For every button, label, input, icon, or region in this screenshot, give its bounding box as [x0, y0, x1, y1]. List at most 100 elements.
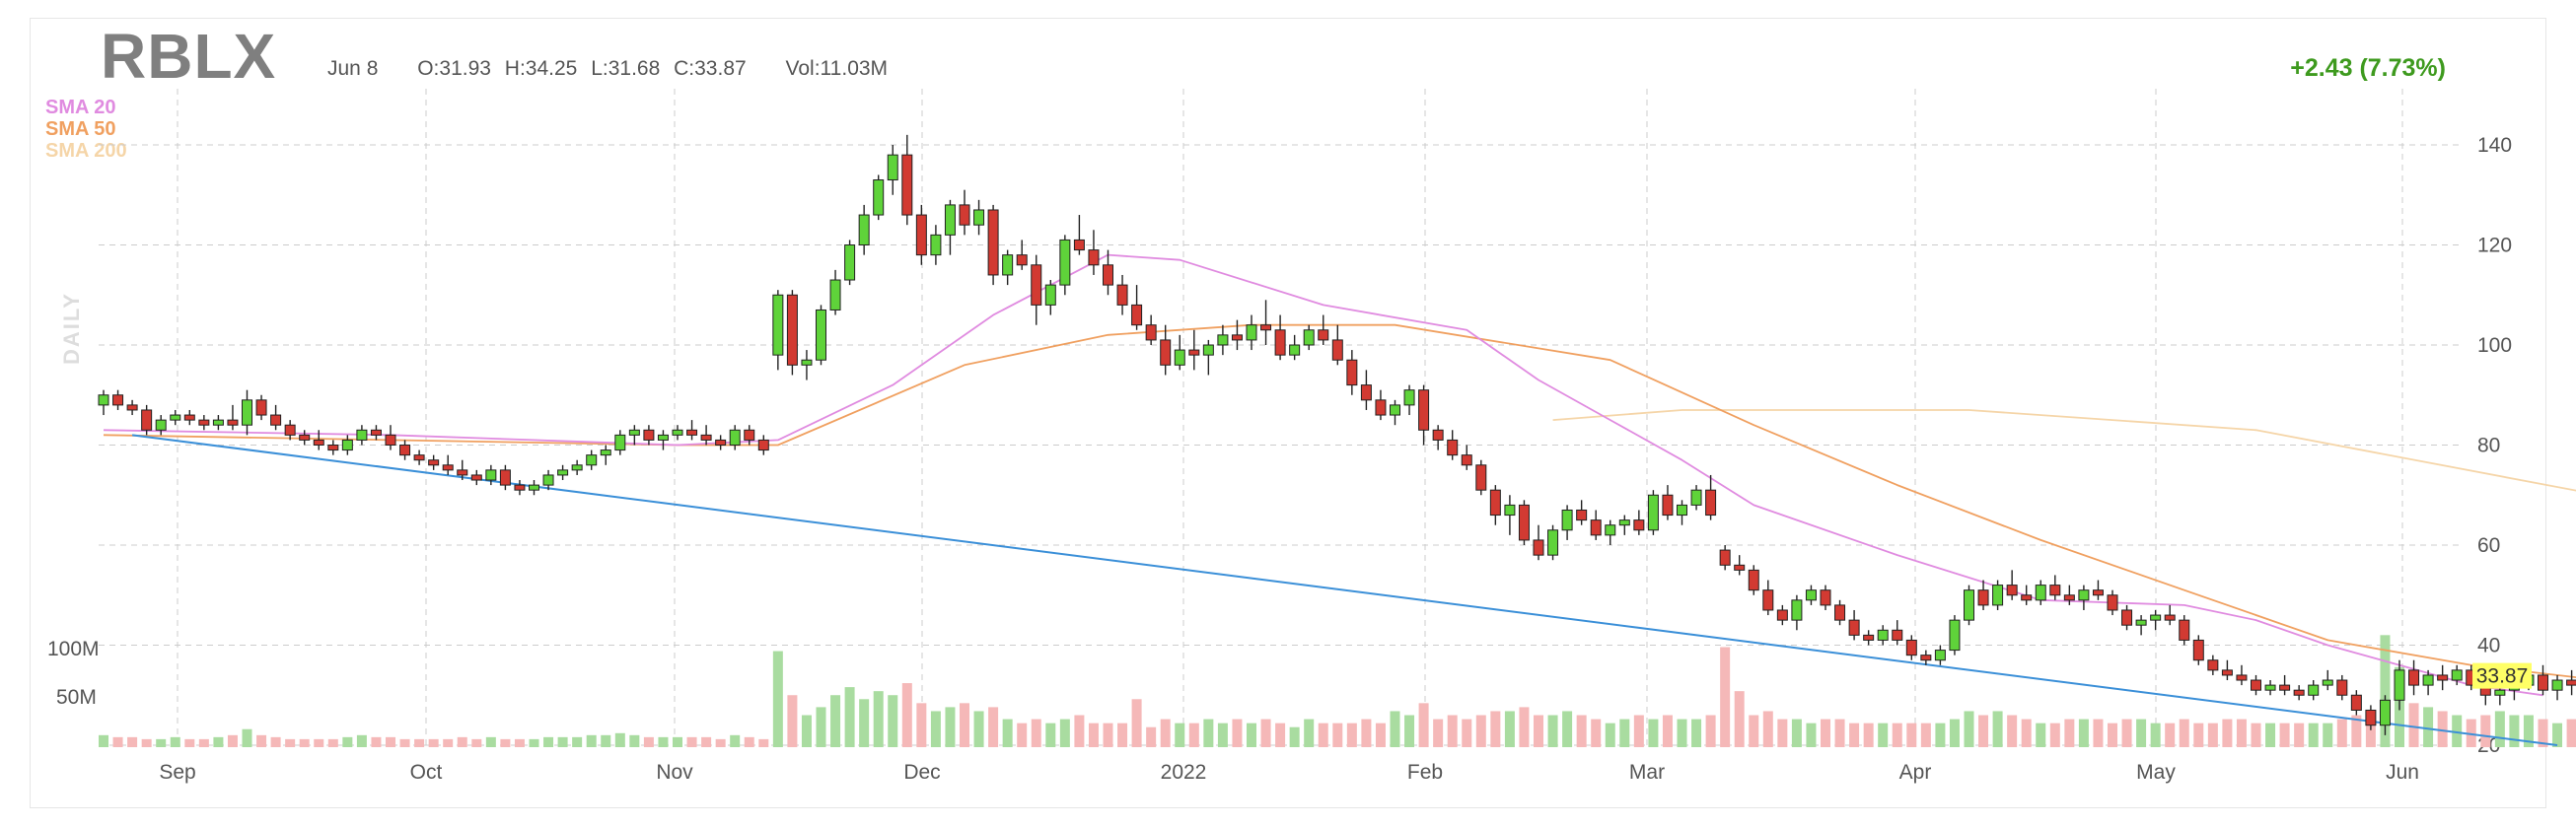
candle-body — [442, 464, 454, 471]
volume-bar — [816, 707, 826, 747]
candle-body — [1044, 284, 1056, 306]
volume-bar — [1131, 699, 1142, 747]
candle-body — [327, 445, 339, 451]
volume-bar — [1576, 715, 1587, 747]
candle-body — [2092, 589, 2104, 596]
candle-body — [1260, 324, 1272, 331]
candle-body — [255, 399, 267, 416]
volume-bar — [99, 734, 108, 747]
candle-body — [284, 424, 296, 436]
candle-body — [1605, 524, 1616, 536]
volume-bar — [1404, 715, 1415, 747]
volume-bar — [2078, 719, 2089, 747]
volume-bar — [2179, 719, 2189, 747]
volume-bar — [299, 738, 310, 747]
x-tick-label: Oct — [410, 761, 443, 784]
volume-bar — [198, 738, 209, 747]
candle-body — [1489, 489, 1501, 517]
candle-body — [170, 414, 181, 421]
candle-body — [1533, 539, 1544, 556]
volume-bar — [1117, 723, 1128, 747]
candle-body — [2035, 585, 2046, 601]
volume-bar — [2036, 723, 2046, 747]
volume-bar — [141, 738, 152, 747]
candle-body — [1360, 384, 1372, 401]
volume-bar — [787, 695, 798, 747]
volume-bar — [2509, 715, 2520, 747]
y-tick-label: 100 — [2477, 334, 2512, 357]
candle-body — [887, 154, 898, 181]
candle-body — [672, 429, 683, 436]
volume-bar — [2494, 711, 2505, 747]
volume-bar — [1964, 711, 1974, 747]
candle-body — [514, 484, 526, 491]
x-tick-label: Jun — [2386, 761, 2419, 784]
volume-bar — [701, 736, 712, 747]
volume-bar — [1705, 715, 1716, 747]
candle-body — [2135, 619, 2147, 626]
candle-body — [1217, 334, 1229, 346]
candle-body — [2379, 699, 2391, 726]
volume-bar — [2336, 719, 2347, 747]
volume-bar — [1834, 719, 1845, 747]
candle-body — [1031, 264, 1042, 306]
candle-body — [2251, 679, 2261, 691]
volume-bar — [1504, 711, 1515, 747]
candle-body — [470, 474, 482, 481]
candle-body — [686, 429, 698, 436]
volume-bar — [2308, 723, 2319, 747]
volume-bar — [557, 736, 568, 747]
candle-body — [1116, 284, 1128, 306]
candle-body — [1892, 629, 1903, 641]
legend-sma200: SMA 200 — [45, 140, 127, 162]
candle-body — [1318, 329, 1329, 341]
volume-bar — [1475, 715, 1486, 747]
candle-body — [657, 434, 669, 441]
candle-body — [2021, 594, 2033, 601]
volume-bar — [1677, 719, 1687, 747]
candle-body — [2350, 694, 2362, 711]
volume-bar — [2222, 719, 2233, 747]
candle-body — [1418, 389, 1430, 431]
candle-body — [356, 429, 368, 441]
candle-body — [2192, 639, 2204, 661]
ticker-symbol: RBLX — [101, 21, 277, 92]
trendline — [131, 434, 2558, 746]
volume-bar — [1074, 715, 1085, 747]
volume-bar — [973, 711, 984, 747]
candle-body — [1791, 599, 1803, 621]
volume-bar — [2121, 719, 2132, 747]
volume-bar — [2093, 719, 2104, 747]
candle-body — [844, 244, 856, 281]
volume-bar — [414, 738, 425, 747]
volume-bar — [1762, 711, 1773, 747]
candle-body — [2107, 594, 2118, 611]
candle-body — [1590, 519, 1602, 536]
candle-body — [1820, 589, 1831, 606]
volume-bar — [1031, 719, 1041, 747]
volume-bar — [1519, 707, 1530, 747]
candle-body — [542, 474, 554, 486]
candle-body — [1848, 619, 1860, 636]
candle-body — [1202, 344, 1214, 356]
volume-bar — [1562, 711, 1573, 747]
y-tick-label: 140 — [2477, 134, 2512, 157]
volume-bar — [830, 695, 841, 747]
volume-bar — [1734, 691, 1745, 747]
candle-body — [1375, 399, 1387, 416]
x-tick-label: Sep — [159, 761, 195, 784]
candle-body — [1977, 589, 1989, 606]
candle-body — [2538, 674, 2548, 691]
candle-body — [1059, 239, 1071, 286]
volume-bar — [514, 738, 525, 747]
candle-body — [1231, 334, 1243, 341]
volume-bar — [1103, 723, 1113, 747]
volume-bar — [213, 736, 224, 747]
candle-body — [1131, 304, 1143, 326]
volume-bar — [1304, 719, 1315, 747]
candle-body — [959, 204, 970, 226]
candle-body — [1016, 254, 1028, 266]
candle-body — [198, 419, 210, 426]
volume-tick-label: 50M — [56, 686, 97, 709]
volume-bar — [1892, 723, 1902, 747]
